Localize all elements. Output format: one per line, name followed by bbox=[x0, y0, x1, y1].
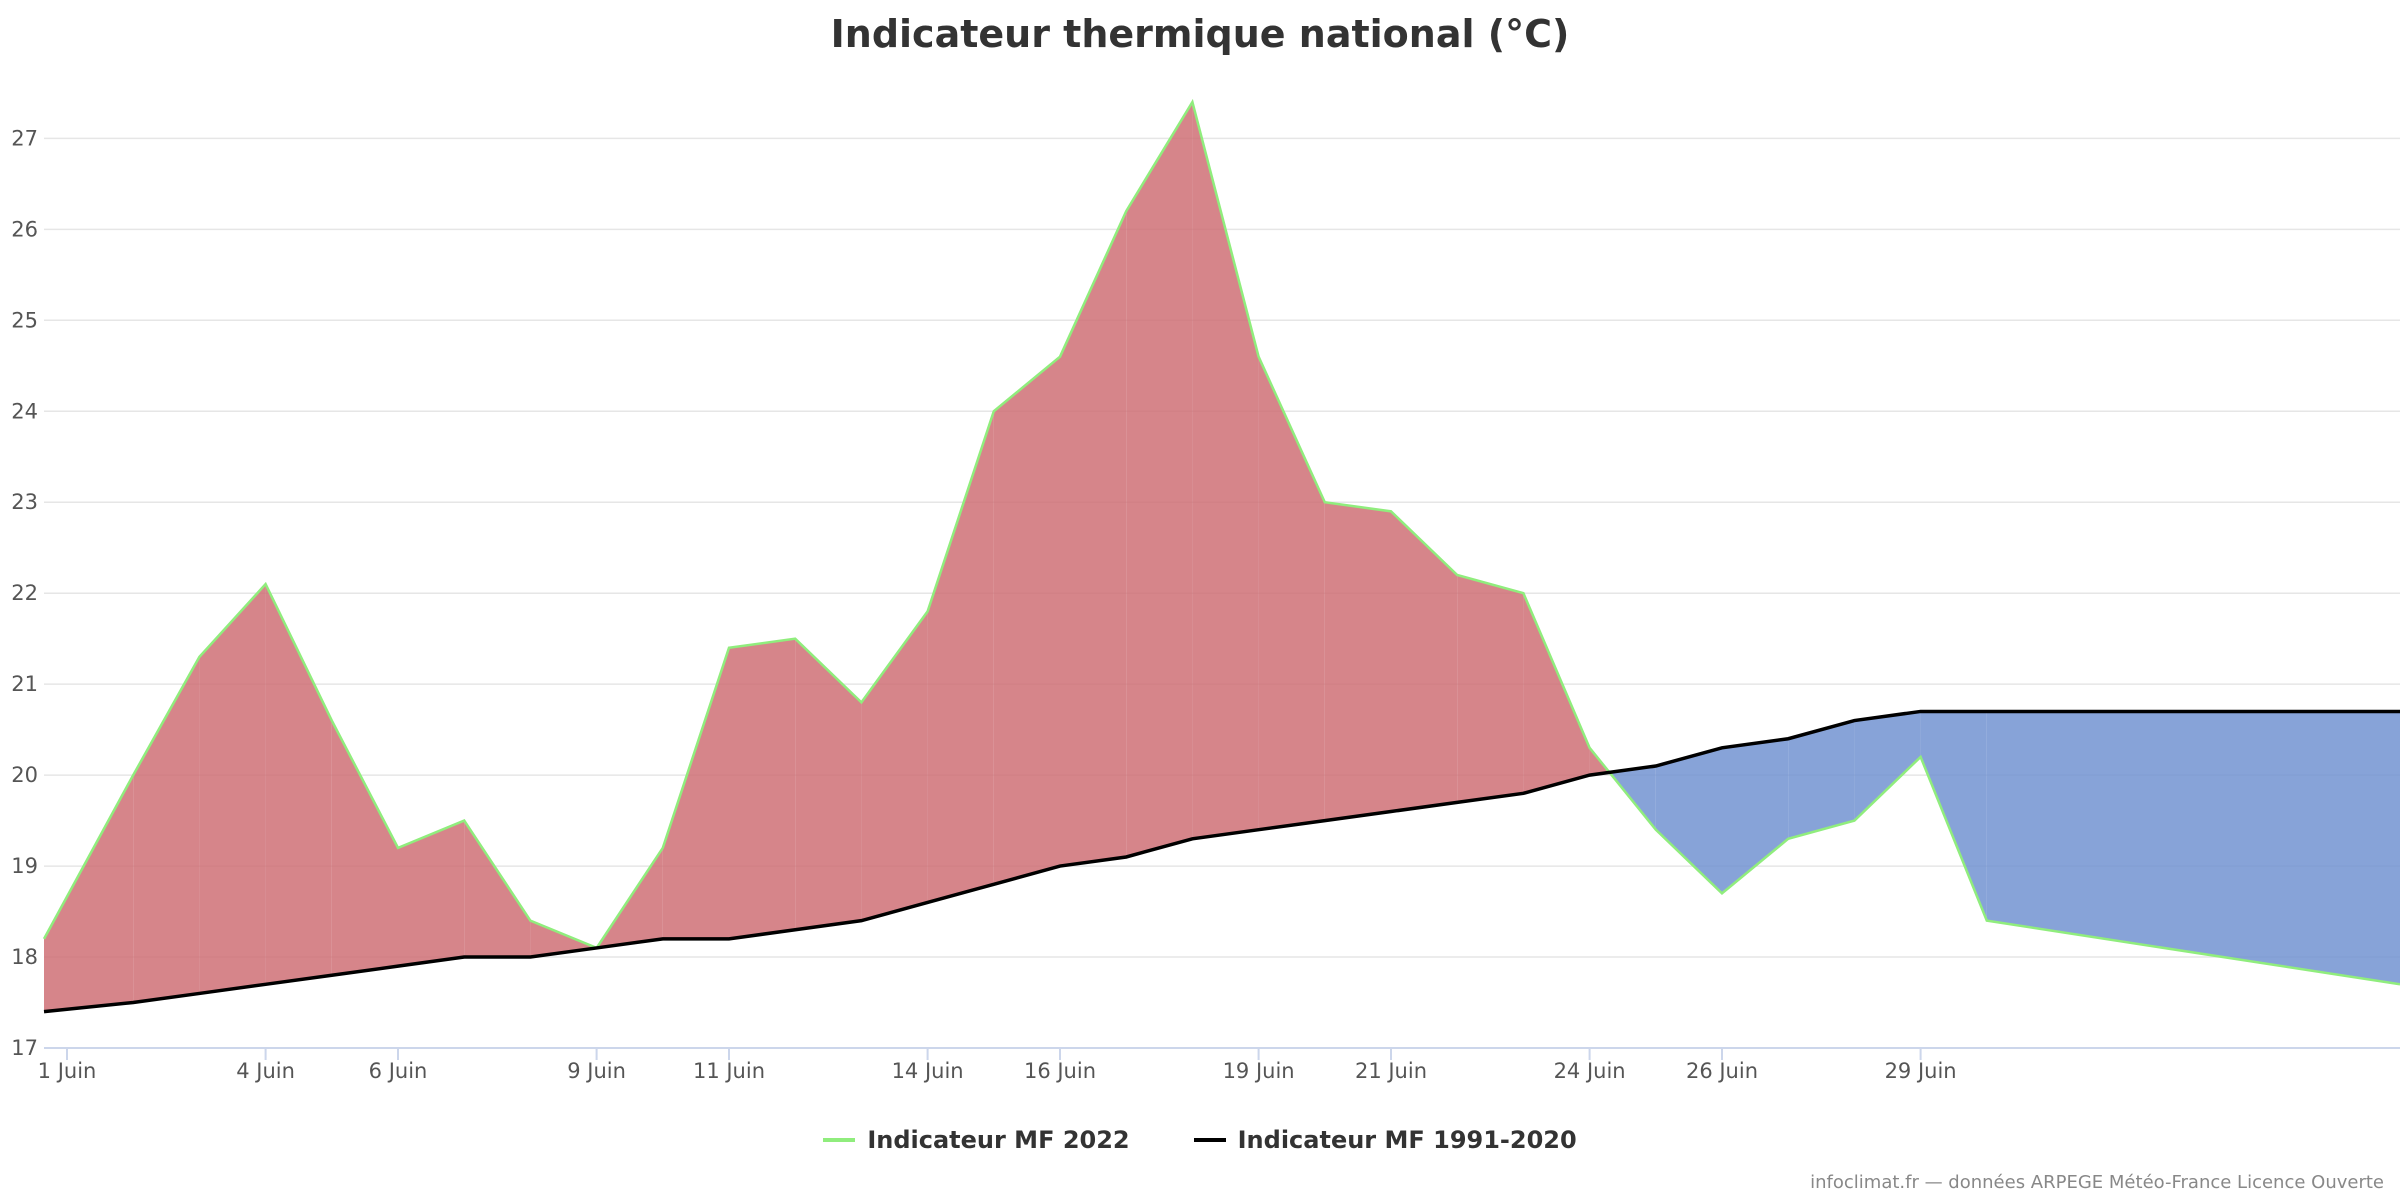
fill-above-normal bbox=[1192, 102, 1259, 839]
fill-below-normal bbox=[1655, 747, 1722, 894]
x-tick-label: 11 Juin bbox=[693, 1059, 765, 1083]
y-tick-label: 20 bbox=[11, 763, 38, 787]
fill-below-normal bbox=[1722, 738, 1789, 894]
fill-above-normal bbox=[44, 775, 134, 1012]
y-tick-label: 23 bbox=[11, 490, 38, 514]
legend: Indicateur MF 2022 Indicateur MF 1991-20… bbox=[0, 1126, 2400, 1154]
y-tick-label: 24 bbox=[11, 399, 38, 423]
y-tick-label: 27 bbox=[11, 126, 38, 150]
fill-above-normal bbox=[1391, 511, 1458, 812]
y-tick-label: 22 bbox=[11, 581, 38, 605]
x-tick-label: 21 Juin bbox=[1355, 1059, 1427, 1083]
fill-above-normal bbox=[662, 647, 729, 939]
x-tick-label: 29 Juin bbox=[1885, 1059, 1957, 1083]
fill-above-normal bbox=[265, 584, 332, 985]
series-line-normal[interactable] bbox=[43, 709, 2400, 1014]
fill-above-normal bbox=[861, 611, 928, 921]
fill-above-normal bbox=[1457, 575, 1524, 803]
fill-above-normal bbox=[133, 656, 200, 1003]
legend-label-normal: Indicateur MF 1991-2020 bbox=[1237, 1126, 1577, 1154]
fill-above-normal bbox=[1523, 593, 1590, 794]
fill-above-normal bbox=[795, 638, 862, 930]
fill-above-normal bbox=[530, 920, 597, 958]
fill-below-normal bbox=[1854, 711, 1921, 821]
x-tick-label: 14 Juin bbox=[892, 1059, 964, 1083]
legend-swatch-normal bbox=[1193, 1138, 1226, 1142]
fill-above-normal bbox=[729, 638, 796, 939]
x-tick-label: 16 Juin bbox=[1024, 1059, 1096, 1083]
y-tick-label: 25 bbox=[11, 308, 38, 332]
legend-label-2022: Indicateur MF 2022 bbox=[867, 1126, 1130, 1154]
y-tick-label: 19 bbox=[11, 854, 38, 878]
fill-below-normal bbox=[1986, 711, 2400, 985]
fill-above-normal bbox=[398, 820, 465, 967]
y-tick-label: 18 bbox=[11, 945, 38, 969]
fill-above-normal bbox=[331, 720, 398, 976]
x-tick-label: 1 Juin bbox=[38, 1059, 97, 1083]
legend-item-normal[interactable]: Indicateur MF 1991-2020 bbox=[1193, 1126, 1577, 1154]
fill-above-normal bbox=[1258, 356, 1325, 830]
legend-swatch-2022 bbox=[823, 1138, 856, 1142]
fill-above-normal bbox=[464, 820, 531, 958]
legend-item-2022[interactable]: Indicateur MF 2022 bbox=[823, 1126, 1130, 1154]
x-tick-label: 9 Juin bbox=[567, 1059, 626, 1083]
x-tick-label: 19 Juin bbox=[1223, 1059, 1295, 1083]
series-lines bbox=[42, 98, 2400, 1014]
fill-below-normal bbox=[1788, 720, 1855, 839]
x-tick-label: 4 Juin bbox=[236, 1059, 295, 1083]
y-tick-label: 21 bbox=[11, 672, 38, 696]
fill-above-normal bbox=[1126, 102, 1193, 857]
fill-below-normal bbox=[1920, 711, 1987, 921]
fill-above-normal bbox=[993, 356, 1060, 885]
fill-above-normal bbox=[1060, 211, 1127, 867]
x-tick-label: 24 Juin bbox=[1554, 1059, 1626, 1083]
series-line-2022[interactable] bbox=[42, 98, 2400, 986]
credits-text[interactable]: infoclimat.fr — données ARPEGE Météo-Fra… bbox=[1810, 1172, 2384, 1193]
fill-above-normal bbox=[927, 411, 994, 903]
chart-title: Indicateur thermique national (°C) bbox=[830, 12, 1570, 56]
y-tick-label: 17 bbox=[11, 1036, 38, 1060]
fill-above-normal bbox=[199, 584, 266, 994]
x-tick-label: 6 Juin bbox=[369, 1059, 428, 1083]
fill-above-normal bbox=[1324, 502, 1391, 821]
difference-fill bbox=[44, 102, 2400, 1012]
x-tick-label: 26 Juin bbox=[1686, 1059, 1758, 1083]
axes: 17 18 19 20 21 22 23 24 25 26 27 1 Juin 4 Juin 6 Juin… bbox=[11, 126, 2400, 1083]
y-tick-label: 26 bbox=[11, 217, 38, 241]
